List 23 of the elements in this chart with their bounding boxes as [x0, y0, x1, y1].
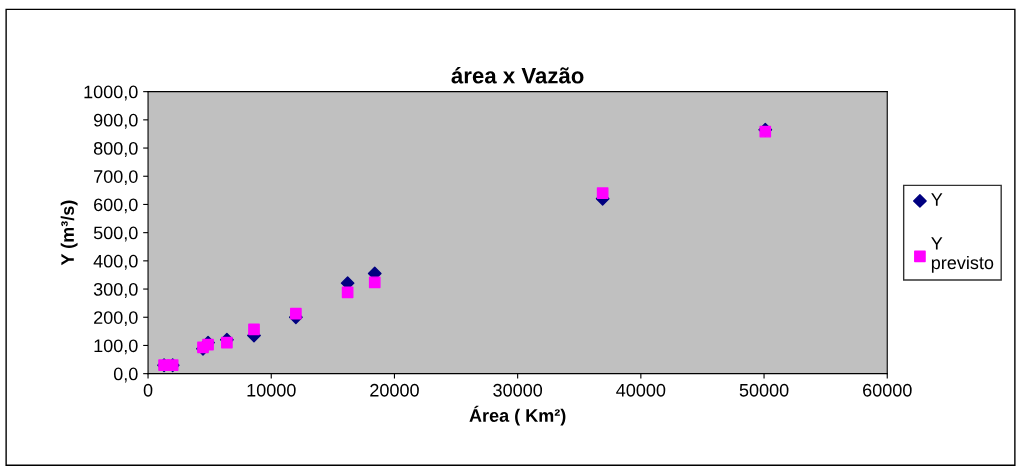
x-axis-title: Área ( Km²)	[469, 405, 566, 426]
x-tick-label: 50000	[739, 383, 789, 397]
y-tick-label: 100,0	[94, 339, 138, 355]
y-axis-title: Y (m³/s)	[60, 200, 78, 266]
x-tick-label: 20000	[370, 383, 419, 397]
y-tick-label: 300,0	[93, 282, 138, 298]
x-tick-label: 0	[143, 383, 153, 397]
x-tick-label: 10000	[247, 383, 296, 397]
y-tick-label: 600,0	[94, 198, 138, 214]
y-tick-label: 800,0	[93, 141, 138, 157]
y-tick-label: 1000,0	[84, 85, 138, 101]
legend-label: Y	[931, 193, 943, 206]
y-tick-label: 0,0	[113, 367, 138, 383]
x-tick-label: 60000	[863, 383, 912, 397]
chart-title: área x Vazão	[451, 67, 584, 84]
y-tick-label: 400,0	[93, 254, 138, 270]
y-tick-label: 200,0	[94, 311, 138, 327]
y-tick-label: 500,0	[93, 226, 138, 242]
y-tick-label: 700,0	[94, 170, 138, 186]
x-tick-label: 40000	[616, 383, 666, 397]
legend-label: Y previsto	[931, 237, 994, 273]
y-tick-label: 900,0	[93, 113, 138, 129]
x-tick-label: 30000	[493, 383, 543, 397]
